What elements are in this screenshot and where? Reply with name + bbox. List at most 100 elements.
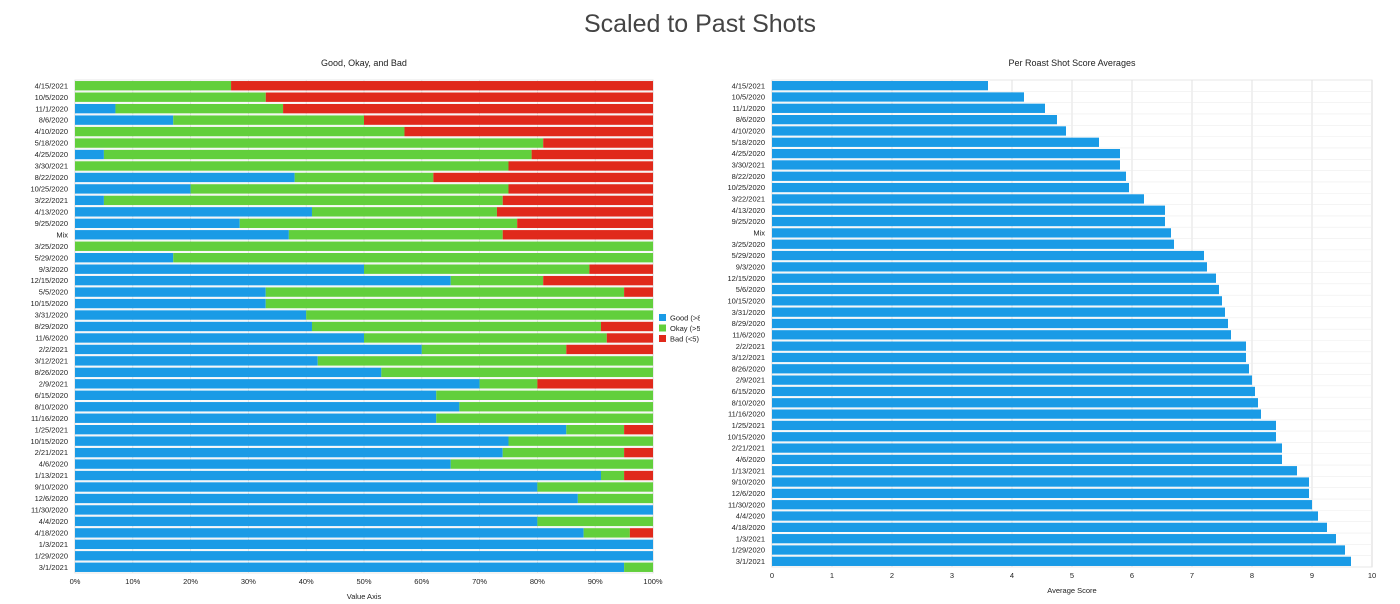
category-label: 8/6/2020 [39,116,68,125]
bar [450,459,653,469]
category-label: 12/15/2020 [30,276,68,285]
bar [75,230,289,240]
bar [624,424,653,435]
bar [600,470,625,481]
bar [75,551,653,561]
bar [433,172,653,183]
bar [421,344,567,355]
bar [772,375,1252,385]
bar [772,228,1171,238]
category-label: 11/16/2020 [31,414,68,423]
bar [75,493,578,504]
category-label: 5/5/2020 [39,288,68,297]
x-tick-label: 10% [125,577,140,586]
category-label: 8/22/2020 [732,172,765,181]
category-label: 8/6/2020 [736,115,765,124]
bar [772,364,1249,374]
bar [75,333,364,343]
bar [75,516,538,527]
category-label: 3/1/2021 [39,563,68,572]
bar [772,398,1258,408]
bar [624,447,653,458]
x-tick-label: 1 [830,571,834,580]
bar [239,218,518,229]
x-tick-label: 20% [183,577,198,586]
category-label: 10/15/2020 [727,296,765,305]
bar [436,413,653,423]
bar [772,477,1309,487]
bar [479,379,538,389]
category-label: 4/25/2020 [732,149,765,158]
bar [173,115,364,125]
x-tick-label: 70% [472,577,487,586]
bar [772,511,1318,521]
bar [502,447,625,458]
bar [294,172,434,183]
bar [508,161,653,171]
category-label: 4/13/2020 [35,207,68,216]
x-tick-label: 90% [588,577,603,586]
category-label: 3/12/2021 [732,353,765,362]
x-tick-label: 100% [643,577,663,586]
bar [772,92,1024,102]
bar [459,402,653,412]
bar [566,424,625,435]
bar [75,92,266,102]
x-tick-label: 60% [414,577,429,586]
category-label: 4/15/2021 [35,81,68,90]
bar [311,207,497,217]
category-label: 10/5/2020 [732,93,765,102]
category-label: 2/21/2021 [732,444,765,453]
bar [75,287,266,297]
bar [75,356,318,366]
bar [589,264,653,274]
bar [624,287,653,297]
x-tick-label: 50% [356,577,371,586]
bar [75,310,307,320]
category-label: 3/31/2020 [732,308,765,317]
bar [75,321,312,332]
bar [75,103,116,114]
category-label: 2/9/2021 [39,379,68,388]
bar [75,447,503,458]
category-label: 3/31/2020 [35,311,68,320]
bar [772,454,1282,465]
category-label: 4/10/2020 [732,127,765,136]
x-tick-label: 40% [299,577,314,586]
x-tick-label: 9 [1310,571,1314,580]
category-label: 10/25/2020 [727,183,765,192]
bar [75,539,653,550]
category-label: 5/29/2020 [35,253,68,262]
category-label: 9/25/2020 [732,217,765,226]
bar [537,482,653,492]
category-label: Mix [753,228,765,237]
category-label: 3/25/2020 [35,242,68,251]
bar [772,239,1174,249]
bar [772,522,1327,533]
category-label: 2/21/2021 [35,448,68,457]
x-tick-label: 0% [70,577,81,586]
bar [75,402,460,412]
category-label: 5/6/2020 [736,285,765,294]
bar [772,545,1345,555]
bar [772,420,1276,431]
bar [772,500,1312,510]
bar [508,184,653,194]
x-tick-label: 0 [770,571,774,580]
bar [772,432,1276,442]
category-label: 4/6/2020 [39,460,68,469]
legend-label: Okay (>5) [670,324,700,333]
bar [75,482,538,492]
chart-title: Per Roast Shot Score Averages [1009,58,1136,68]
category-label: 8/26/2020 [35,368,68,377]
category-label: 12/15/2020 [727,274,765,283]
bar [543,275,653,286]
category-label: 1/3/2021 [736,534,765,543]
category-label: 8/29/2020 [35,322,68,331]
category-label: 8/10/2020 [732,398,765,407]
bar [508,436,653,446]
category-label: 8/29/2020 [732,319,765,328]
bar [75,149,104,160]
bar [772,556,1351,566]
category-label: 4/6/2020 [736,455,765,464]
